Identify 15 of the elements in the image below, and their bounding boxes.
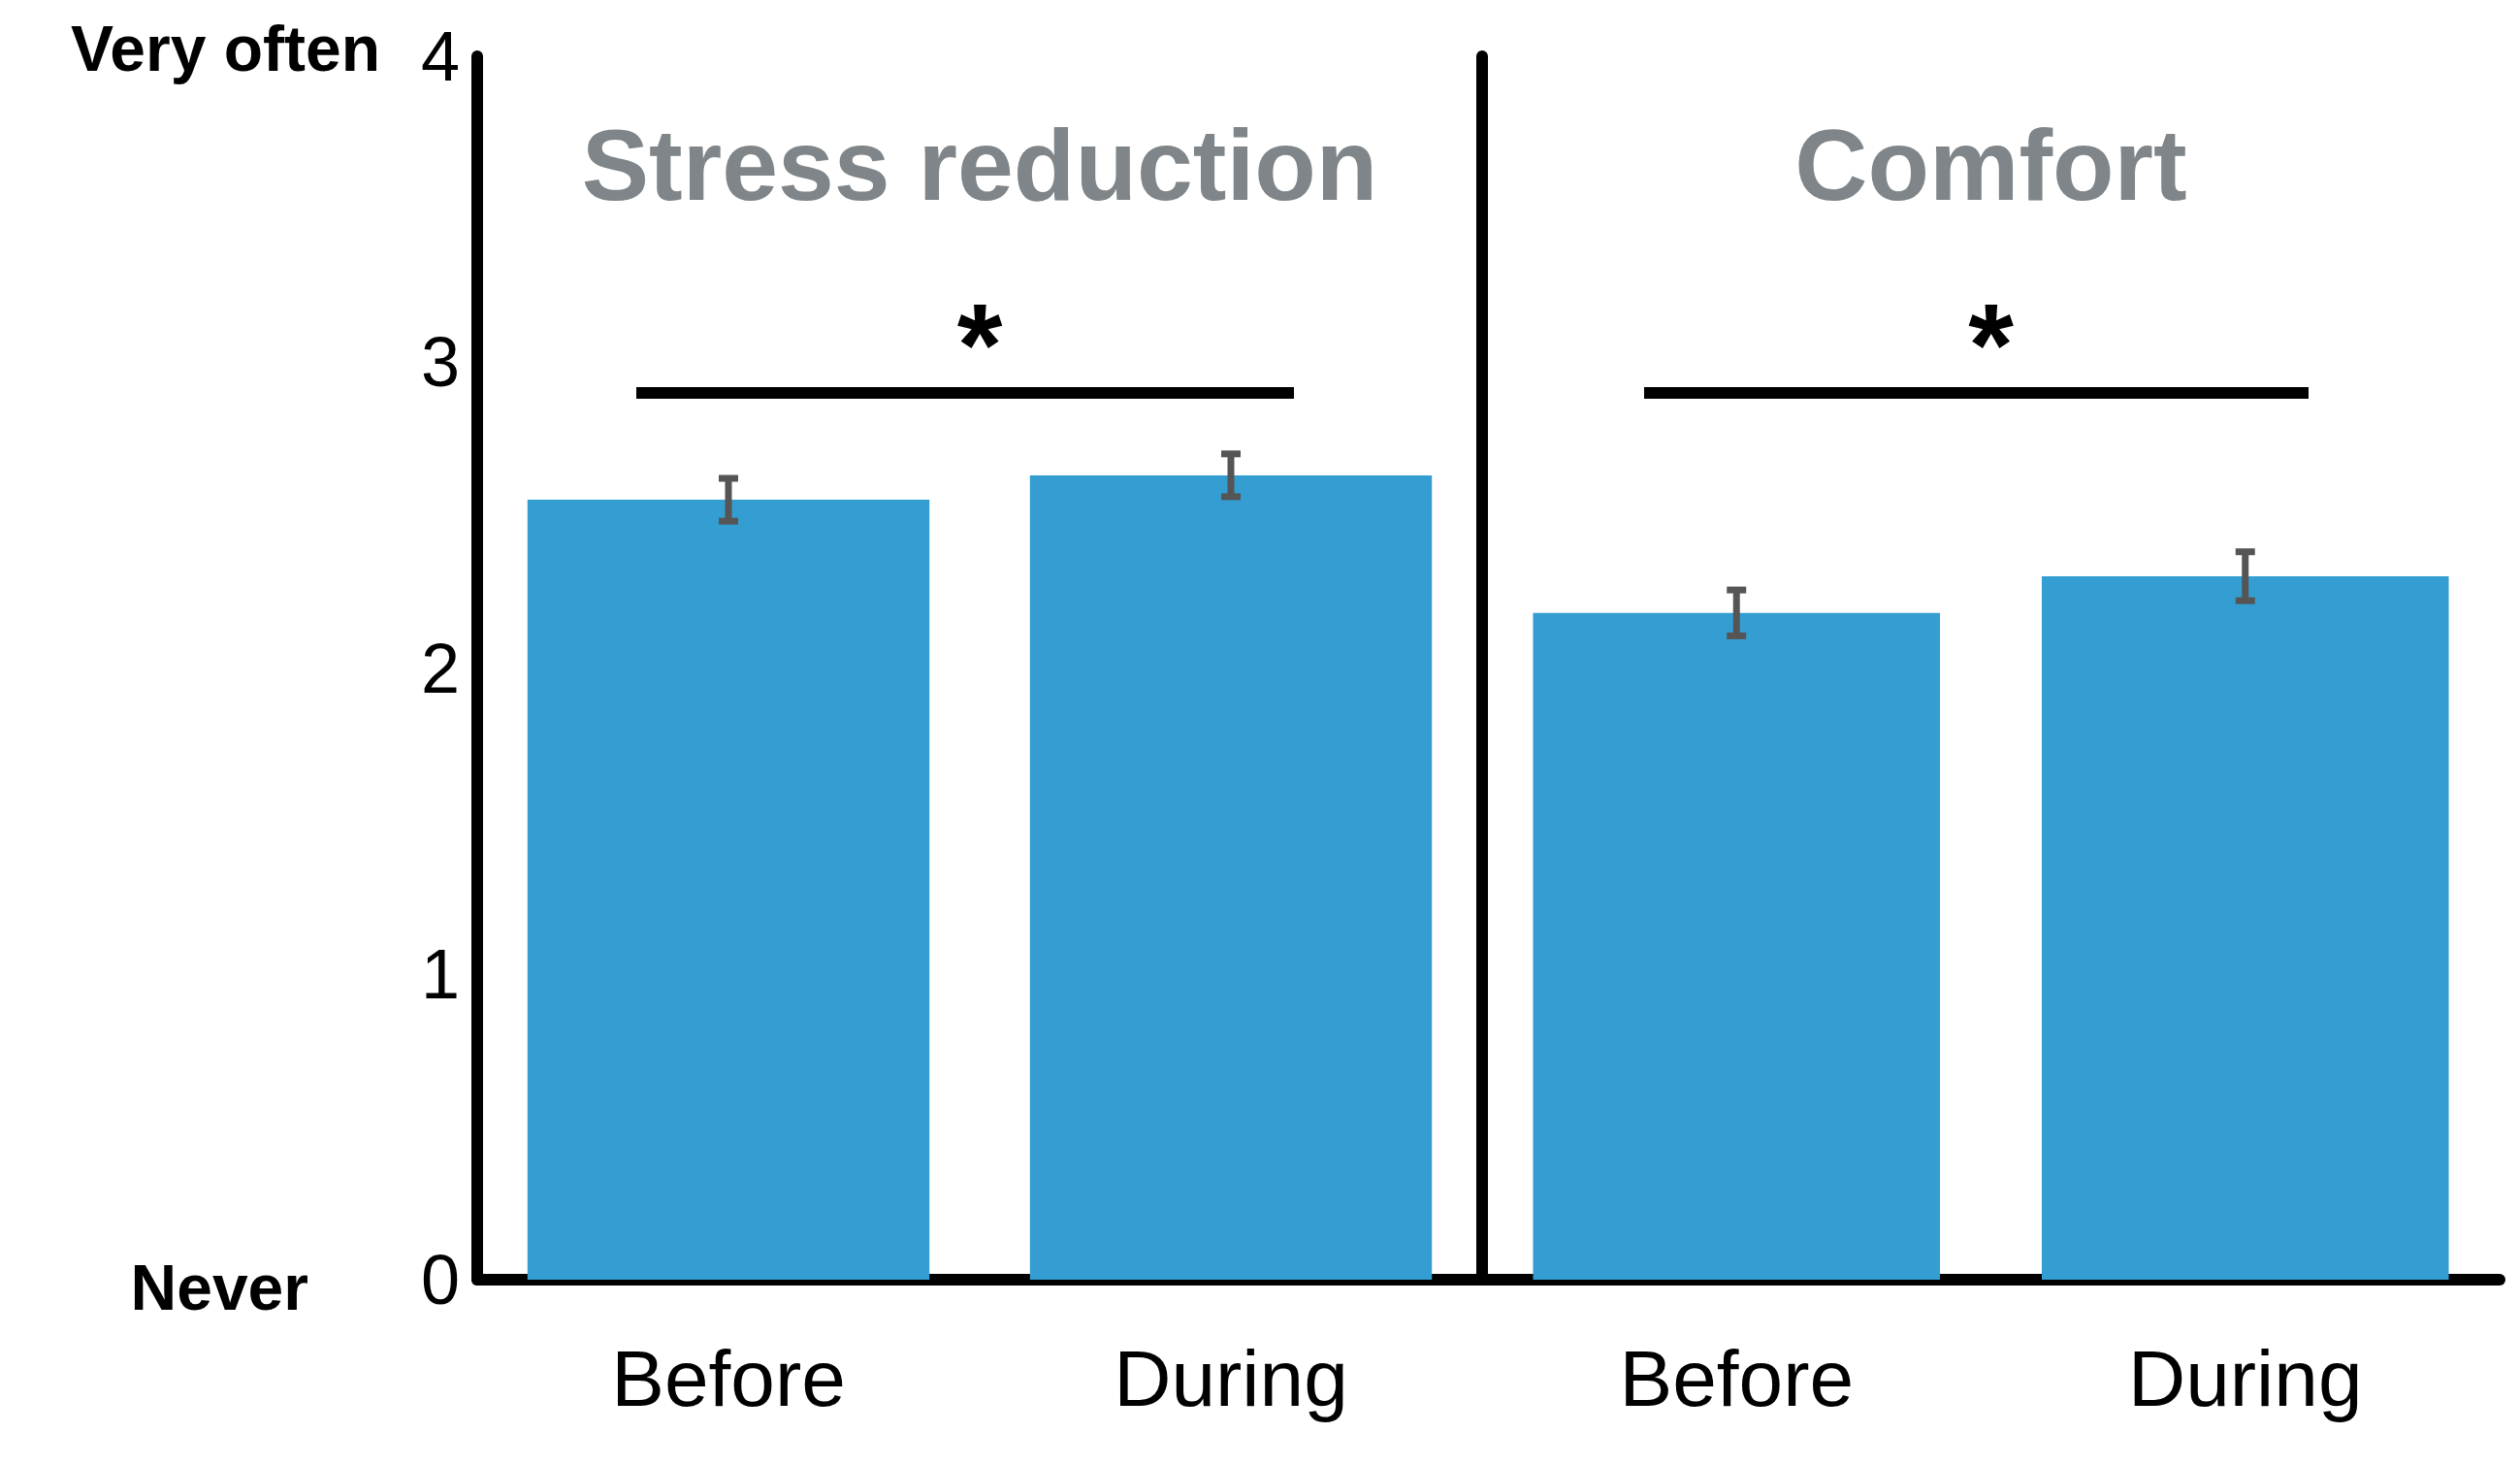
y-tick-label: 2 bbox=[420, 629, 460, 707]
annotation: * bbox=[1968, 278, 2015, 409]
x-tick-label: Before bbox=[1619, 1333, 1855, 1422]
text: Never bbox=[130, 1252, 308, 1323]
y-tick-label: 3 bbox=[420, 323, 460, 402]
x-tick-label: During bbox=[2127, 1333, 2363, 1422]
y-tick-label: 0 bbox=[420, 1241, 460, 1318]
y-tick-label: 1 bbox=[420, 934, 460, 1013]
text: Very often bbox=[70, 13, 380, 84]
text: Comfort bbox=[1794, 109, 2187, 221]
x-tick-label: During bbox=[1114, 1333, 1348, 1422]
x-tick-label: Before bbox=[611, 1333, 846, 1422]
text: Stress reduction bbox=[581, 109, 1378, 221]
annotation: * bbox=[956, 278, 1003, 409]
y-tick-label: 4 bbox=[420, 17, 460, 95]
